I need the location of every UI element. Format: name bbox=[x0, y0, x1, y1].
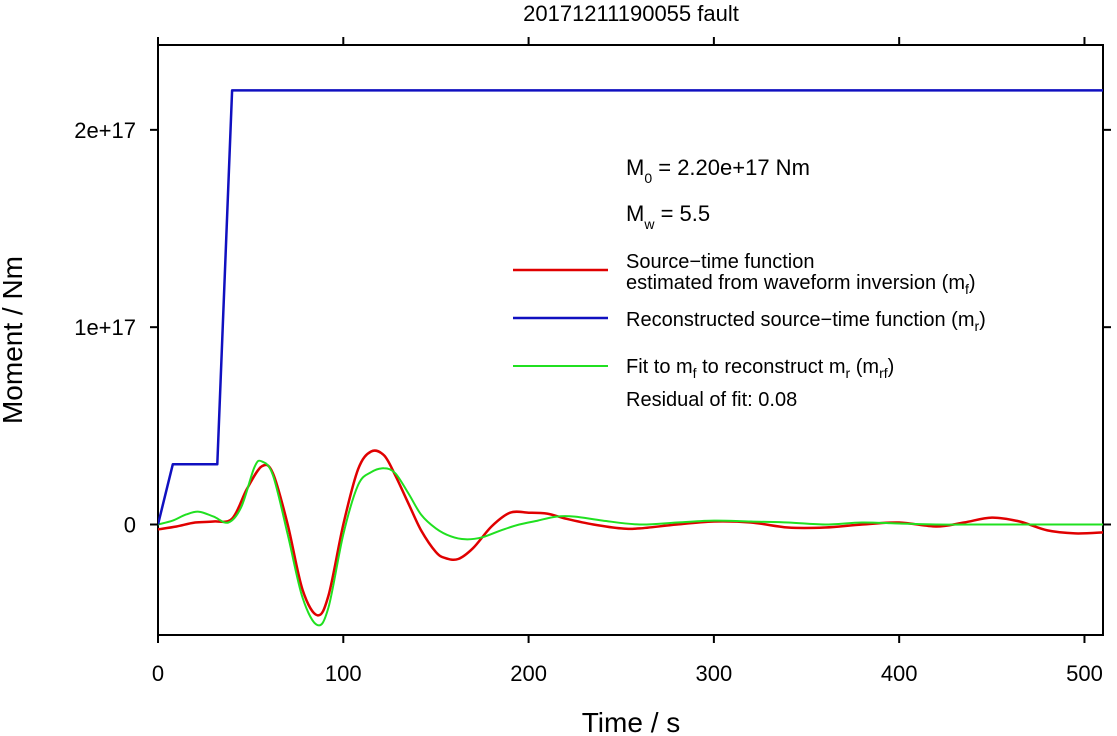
y-axis-title: Moment / Nm bbox=[0, 256, 28, 424]
mw-value: = 5.5 bbox=[654, 201, 710, 226]
series-layer bbox=[158, 89, 1103, 627]
legend-label-reconstructed: Reconstructed source−time function (mr) bbox=[626, 309, 986, 334]
mw-annotation: Mw = 5.5 bbox=[626, 201, 710, 232]
x-axis-ticks: 0 100 200 300 400 500 bbox=[152, 37, 1103, 686]
legend-label-estimated-line1: Source−time function bbox=[626, 251, 814, 273]
x-tick-label: 200 bbox=[510, 661, 547, 686]
y-tick-label: 2e+17 bbox=[74, 118, 136, 143]
x-tick-label: 400 bbox=[881, 661, 918, 686]
residual-annotation: Residual of fit: 0.08 bbox=[626, 389, 797, 411]
m0-subscript: 0 bbox=[644, 170, 652, 186]
m0-symbol: M bbox=[626, 155, 644, 180]
m0-annotation: M0 = 2.20e+17 Nm bbox=[626, 155, 810, 186]
y-axis-ticks: 0 1e+17 2e+17 bbox=[74, 118, 1111, 537]
x-tick-label: 500 bbox=[1066, 661, 1103, 686]
legend-label-estimated-line2: estimated from waveform inversion (mf) bbox=[626, 272, 976, 297]
x-tick-label: 300 bbox=[696, 661, 733, 686]
chart-title: 20171211190055 fault bbox=[523, 1, 739, 26]
legend-label-fit: Fit to mf to reconstruct mr (mrf) bbox=[626, 356, 894, 381]
m0-value: = 2.20e+17 Nm bbox=[652, 155, 810, 180]
mw-symbol: M bbox=[626, 201, 644, 226]
x-tick-label: 100 bbox=[325, 661, 362, 686]
series-line-fit bbox=[158, 459, 1103, 627]
y-tick-label: 1e+17 bbox=[74, 315, 136, 340]
x-axis-title: Time / s bbox=[582, 707, 681, 736]
mw-subscript: w bbox=[643, 216, 655, 232]
y-tick-label: 0 bbox=[124, 512, 136, 537]
plot-frame bbox=[157, 44, 1104, 636]
legend: Source−time function estimated from wave… bbox=[513, 251, 986, 411]
x-tick-label: 0 bbox=[152, 661, 164, 686]
series-line-reconstructed bbox=[158, 89, 1103, 525]
